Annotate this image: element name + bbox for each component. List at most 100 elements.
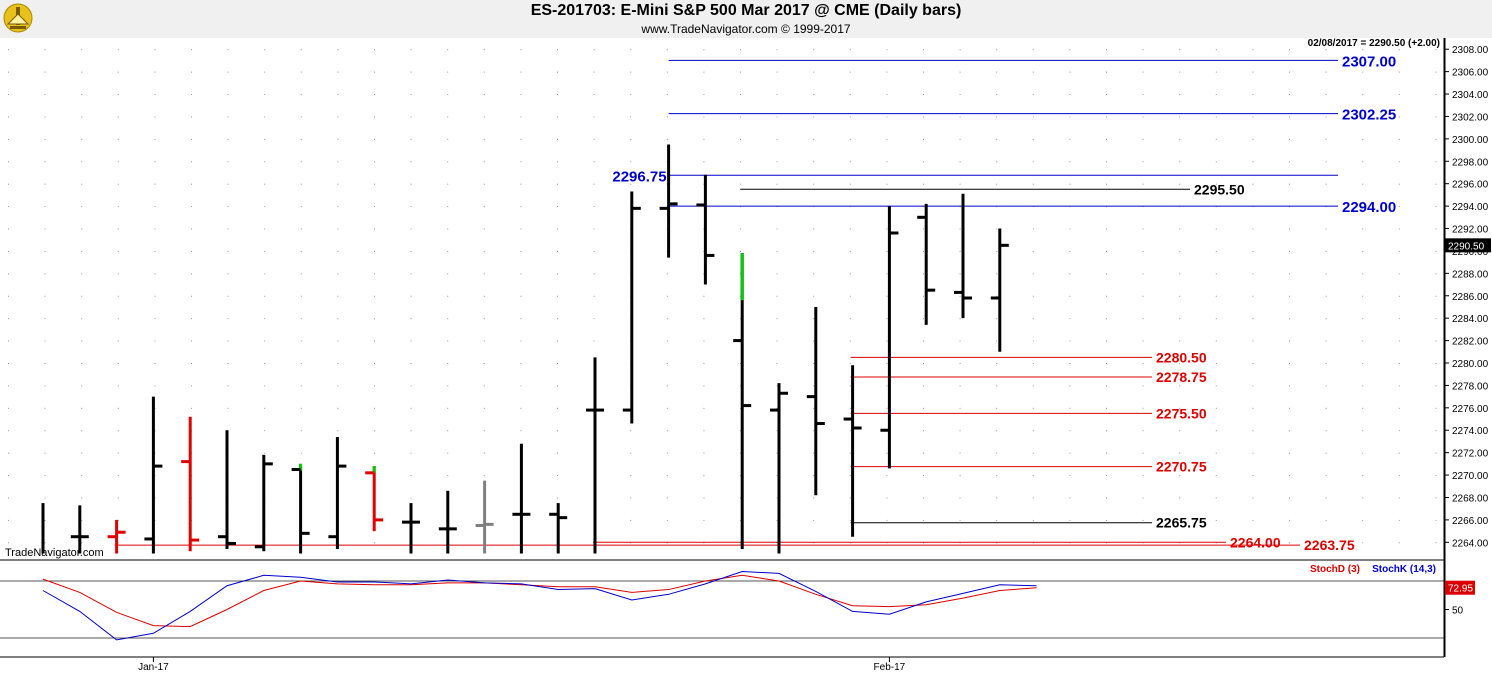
grid-dot <box>849 94 851 96</box>
ohlc-bar <box>549 503 568 554</box>
grid-dot <box>1215 71 1217 73</box>
grid-dot <box>1398 183 1400 185</box>
grid-dot <box>557 363 558 364</box>
grid-dot <box>557 94 558 96</box>
grid-dot <box>666 519 668 521</box>
stoch-last-badge <box>1445 580 1475 595</box>
grid-dot <box>1398 475 1400 477</box>
grid-dot <box>81 475 83 477</box>
grid-dot <box>44 116 46 118</box>
grid-dot <box>8 430 9 432</box>
grid-dot <box>1289 295 1290 297</box>
axis-background <box>1445 38 1492 657</box>
grid-dot <box>264 206 266 208</box>
grid-dot <box>593 206 595 208</box>
grid-dot <box>557 385 558 387</box>
grid-dot <box>1215 519 1217 521</box>
last-price-badge <box>1445 238 1491 253</box>
grid-dot <box>1106 71 1107 73</box>
grid-dot <box>886 228 888 230</box>
ohlc-bar <box>733 253 752 550</box>
grid-dot <box>1106 273 1107 275</box>
grid-dot <box>520 161 522 163</box>
grid-dot <box>1069 497 1071 499</box>
grid-dot <box>1069 116 1071 118</box>
y-tick-label: 2288.00 <box>1452 269 1489 280</box>
grid-dot <box>154 273 156 275</box>
grid-dot <box>1398 340 1400 342</box>
grid-dot <box>227 116 229 118</box>
level-label-2275.50: 2275.50 <box>1156 405 1207 421</box>
grid-dot <box>1362 71 1364 73</box>
grid-dot <box>923 519 924 521</box>
grid-dot <box>923 94 924 96</box>
grid-dot <box>1032 363 1034 364</box>
grid-dot <box>374 161 375 163</box>
grid-dot <box>1179 71 1181 73</box>
grid-dot <box>593 340 595 342</box>
grid-dot <box>959 49 961 51</box>
grid-dot <box>117 385 119 387</box>
grid-dot <box>8 206 9 208</box>
grid-dot <box>996 138 998 140</box>
grid-dot <box>959 318 961 320</box>
grid-dot <box>520 49 522 51</box>
grid-dot <box>703 71 705 73</box>
y-tick-label: 2276.00 <box>1452 404 1489 415</box>
grid-dot <box>1142 138 1144 140</box>
grid-dot <box>374 452 375 454</box>
y-tick-label: 2268.00 <box>1452 493 1489 504</box>
grid-dot <box>1325 475 1327 477</box>
ohlc-bar <box>512 443 531 554</box>
grid-dot <box>8 318 9 320</box>
grid-dot <box>1325 228 1327 230</box>
grid-dot <box>374 228 375 230</box>
grid-dot <box>740 71 741 73</box>
grid-dot <box>1142 318 1144 320</box>
grid-dot <box>703 385 705 387</box>
grid-dot <box>1142 183 1144 185</box>
grid-dot <box>1179 430 1181 432</box>
grid-dot <box>849 475 851 477</box>
grid-dot <box>483 318 485 320</box>
grid-dot <box>849 430 851 432</box>
grid-dot <box>1142 71 1144 73</box>
grid-dot <box>337 138 339 140</box>
grid-dot <box>849 183 851 185</box>
grid-dot <box>1252 250 1254 252</box>
grid-dot <box>557 340 558 342</box>
grid-dot <box>776 161 778 163</box>
grid-dot <box>630 161 632 163</box>
grid-dot <box>44 452 46 454</box>
ohlc-bar <box>843 365 862 537</box>
grid-dot <box>1142 228 1144 230</box>
grid-dot <box>264 94 266 96</box>
y-tick-label: 2290.00 <box>1452 247 1489 258</box>
grid-dot <box>1289 407 1290 409</box>
grid-dot <box>264 273 266 275</box>
grid-dot <box>447 385 449 387</box>
grid-dot <box>264 452 266 454</box>
grid-dot <box>1435 94 1437 96</box>
grid-dot <box>959 228 961 230</box>
grid-dot <box>8 385 9 387</box>
grid-dot <box>1252 138 1254 140</box>
y-tick-label: 2300.00 <box>1452 135 1489 146</box>
grid-dot <box>1215 250 1217 252</box>
grid-dot <box>1398 363 1400 364</box>
grid-dot <box>81 273 83 275</box>
grid-dot <box>886 273 888 275</box>
grid-dot <box>740 407 741 409</box>
grid-dot <box>1069 452 1071 454</box>
grid-dot <box>264 71 266 73</box>
grid-dot <box>154 295 156 297</box>
grid-dot <box>666 497 668 499</box>
grid-dot <box>813 363 815 364</box>
grid-dot <box>374 94 375 96</box>
grid-dot <box>1179 452 1181 454</box>
grid-dot <box>483 138 485 140</box>
grid-dot <box>740 161 741 163</box>
grid-dot <box>300 161 302 163</box>
grid-dot <box>593 71 595 73</box>
grid-dot <box>1325 71 1327 73</box>
